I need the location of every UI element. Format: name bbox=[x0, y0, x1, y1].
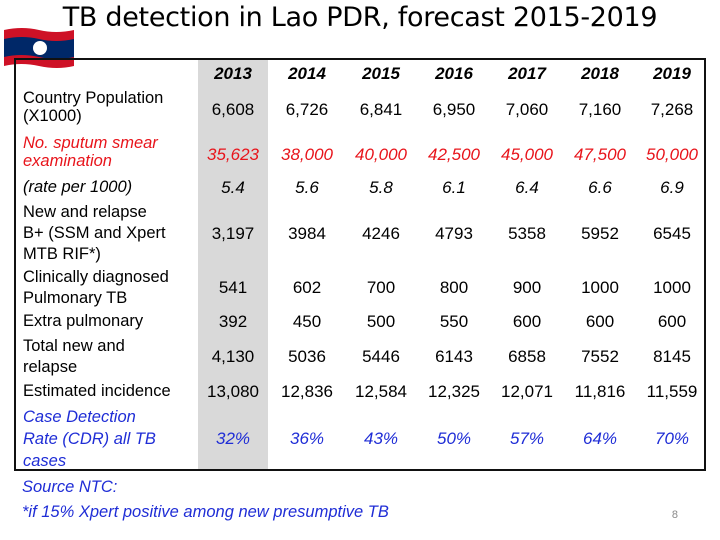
table-cell: 38,000 bbox=[281, 145, 333, 164]
table-cell: 4246 bbox=[362, 224, 400, 243]
table-cell: 602 bbox=[292, 278, 322, 297]
table-cell: 6143 bbox=[435, 347, 473, 366]
table-cell: 12,071 bbox=[501, 382, 553, 401]
table-cell: 5.6 bbox=[295, 178, 319, 197]
table-cell: 5446 bbox=[362, 347, 400, 366]
table-cell: 500 bbox=[366, 312, 396, 331]
table-cell: 43% bbox=[363, 429, 399, 448]
year-2013-highlight bbox=[198, 60, 268, 469]
table-cell: 11,559 bbox=[646, 382, 698, 401]
table-cell: 6.9 bbox=[660, 178, 684, 197]
slide-title: TB detection in Lao PDR, forecast 2015-2… bbox=[62, 2, 658, 33]
table-cell: 12,584 bbox=[355, 382, 407, 401]
table-cell: 32% bbox=[215, 429, 251, 448]
table-cell: 13,080 bbox=[207, 382, 259, 401]
row-label: Extra pulmonary bbox=[23, 312, 144, 330]
table-cell: 42,500 bbox=[428, 145, 480, 164]
table-cell: 3,197 bbox=[211, 224, 255, 243]
year-header: 2014 bbox=[288, 64, 326, 83]
row-label: Country Population (X1000) bbox=[23, 89, 164, 125]
table-cell: 5.8 bbox=[369, 178, 393, 197]
table-cell: 50,000 bbox=[646, 145, 698, 164]
table-cell: 1000 bbox=[653, 278, 691, 297]
table-cell: 40,000 bbox=[355, 145, 407, 164]
table-cell: 36% bbox=[289, 429, 325, 448]
row-label: New and relapse B+ (SSM and Xpert MTB RIF*… bbox=[23, 203, 166, 263]
row-label: Estimated incidence bbox=[23, 382, 171, 400]
year-header: 2016 bbox=[435, 64, 473, 83]
table-cell: 5358 bbox=[508, 224, 546, 243]
row-label: Case Detection Rate (CDR) all TB cases bbox=[23, 408, 156, 470]
table-cell: 450 bbox=[292, 312, 322, 331]
table-cell: 800 bbox=[439, 278, 469, 297]
table-cell: 4793 bbox=[435, 224, 473, 243]
table-right-border bbox=[704, 59, 706, 470]
table-cell: 5036 bbox=[288, 347, 326, 366]
row-label: Clinically diagnosed Pulmonary TB bbox=[23, 268, 169, 307]
table-cell: 6.4 bbox=[515, 178, 539, 197]
row-label: Total new and relapse bbox=[23, 337, 125, 376]
table-cell: 7,160 bbox=[578, 100, 622, 119]
table-cell: 6,726 bbox=[285, 100, 329, 119]
year-header: 2015 bbox=[362, 64, 400, 83]
table-cell: 7,060 bbox=[505, 100, 549, 119]
table-cell: 3984 bbox=[288, 224, 326, 243]
year-header: 2018 bbox=[581, 64, 619, 83]
table-cell: 11,816 bbox=[574, 382, 626, 401]
table-cell: 6545 bbox=[653, 224, 691, 243]
table-cell: 392 bbox=[218, 312, 248, 331]
table-bottom-border bbox=[14, 469, 706, 471]
year-header-row: 2013 2014 2015 2016 2017 2018 2019 bbox=[0, 64, 720, 86]
table-cell: 57% bbox=[509, 429, 545, 448]
table-cell: 6.6 bbox=[588, 178, 612, 197]
table-cell: 47,500 bbox=[574, 145, 626, 164]
table-cell: 35,623 bbox=[207, 145, 259, 164]
table-cell: 6,608 bbox=[211, 100, 255, 119]
table-cell: 6,950 bbox=[432, 100, 476, 119]
table-cell: 900 bbox=[512, 278, 542, 297]
table-cell: 550 bbox=[439, 312, 469, 331]
year-header: 2017 bbox=[508, 64, 546, 83]
table-cell: 5.4 bbox=[221, 178, 245, 197]
table-cell: 12,325 bbox=[428, 382, 480, 401]
row-label: No. sputum smear examination bbox=[23, 134, 158, 170]
table-cell: 600 bbox=[585, 312, 615, 331]
table-top-border bbox=[14, 58, 706, 60]
table-cell: 7552 bbox=[581, 347, 619, 366]
table-cell: 8145 bbox=[653, 347, 691, 366]
year-header: 2013 bbox=[214, 64, 252, 83]
table-cell: 45,000 bbox=[501, 145, 553, 164]
footnote: *if 15% Xpert positive among new presump… bbox=[22, 503, 389, 521]
table-cell: 6858 bbox=[508, 347, 546, 366]
source-note: Source NTC: bbox=[22, 478, 118, 496]
slide-number: 8 bbox=[671, 509, 678, 521]
table-cell: 600 bbox=[512, 312, 542, 331]
table-cell: 64% bbox=[582, 429, 618, 448]
table-cell: 700 bbox=[366, 278, 396, 297]
table-cell: 1000 bbox=[581, 278, 619, 297]
table-cell: 6.1 bbox=[442, 178, 466, 197]
table-cell: 7,268 bbox=[650, 100, 694, 119]
year-header: 2019 bbox=[653, 64, 691, 83]
table-cell: 70% bbox=[654, 429, 690, 448]
table-cell: 4,130 bbox=[211, 347, 255, 366]
table-cell: 6,841 bbox=[359, 100, 403, 119]
table-left-border bbox=[14, 59, 16, 470]
table-cell: 50% bbox=[436, 429, 472, 448]
table-cell: 541 bbox=[218, 278, 248, 297]
table-cell: 12,836 bbox=[281, 382, 333, 401]
table-cell: 600 bbox=[657, 312, 687, 331]
table-cell: 5952 bbox=[581, 224, 619, 243]
row-label: (rate per 1000) bbox=[23, 178, 133, 196]
